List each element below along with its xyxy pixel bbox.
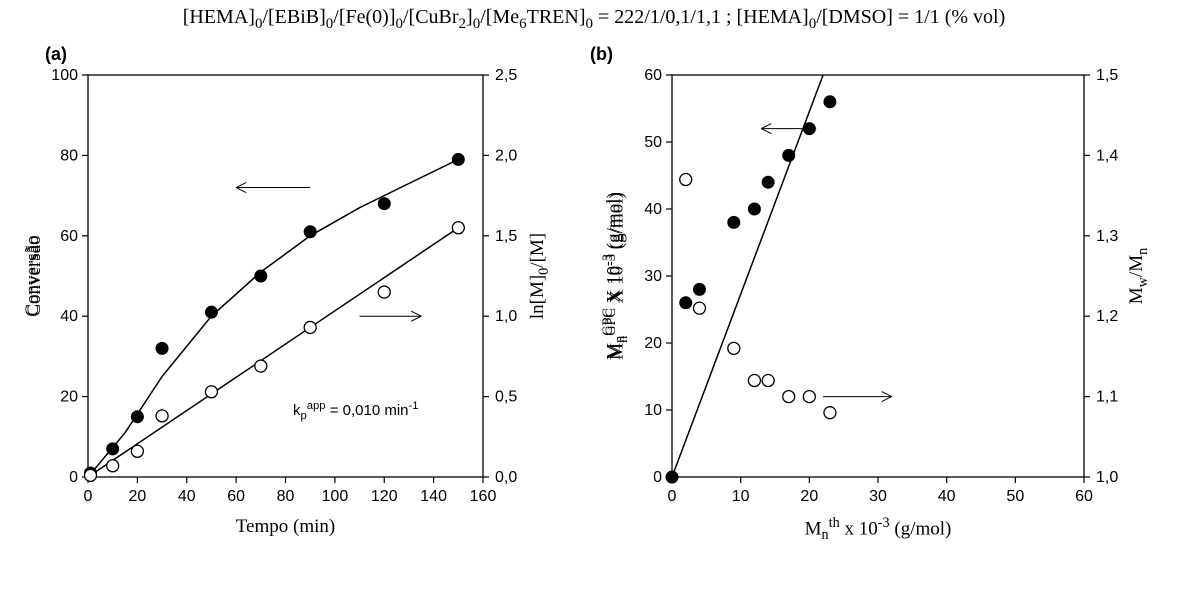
svg-text:20: 20 — [128, 488, 146, 505]
svg-text:140: 140 — [420, 488, 447, 505]
svg-text:60: 60 — [60, 228, 78, 245]
svg-text:40: 40 — [178, 488, 196, 505]
svg-text:20: 20 — [644, 335, 662, 352]
svg-text:20: 20 — [800, 488, 818, 505]
svg-text:50: 50 — [644, 134, 662, 151]
svg-text:2,0: 2,0 — [495, 147, 517, 164]
svg-text:0,5: 0,5 — [495, 389, 517, 406]
svg-text:1,5: 1,5 — [1096, 67, 1118, 84]
panel-b-chart: 010203040506001020304050601,01,11,21,31,… — [588, 0, 1188, 560]
svg-text:40: 40 — [60, 308, 78, 325]
svg-text:1,1: 1,1 — [1096, 389, 1118, 406]
svg-text:60: 60 — [644, 67, 662, 84]
svg-text:0: 0 — [69, 469, 78, 486]
svg-text:0: 0 — [653, 469, 662, 486]
panel-a-chart: 0 20 40 60 80 100 120 140 160 0 20 40 60 80 100 0,0 0,5 1… — [0, 0, 560, 560]
svg-text:1,0: 1,0 — [1096, 469, 1118, 486]
svg-text:1,5: 1,5 — [495, 228, 517, 245]
svg-text:100: 100 — [322, 488, 349, 505]
svg-text:60: 60 — [1075, 488, 1093, 505]
svg-text:1,0: 1,0 — [495, 308, 517, 325]
figure-page: [HEMA]0/[EBiB]0/[Fe(0)]0/[CuBr2]0/[Me6TR… — [0, 0, 1188, 606]
svg-text:160: 160 — [470, 488, 497, 505]
svg-text:0,0: 0,0 — [495, 469, 517, 486]
svg-text:80: 80 — [60, 147, 78, 164]
svg-text:Tempo (min): Tempo (min) — [236, 516, 335, 537]
svg-text:40: 40 — [938, 488, 956, 505]
svg-text:20: 20 — [60, 389, 78, 406]
svg-text:0: 0 — [668, 488, 677, 505]
svg-text:100: 100 — [51, 67, 78, 84]
svg-text:40: 40 — [644, 201, 662, 218]
svg-text:10: 10 — [644, 402, 662, 419]
svg-text:10: 10 — [732, 488, 750, 505]
svg-text:1,4: 1,4 — [1096, 147, 1118, 164]
svg-text:0: 0 — [84, 488, 93, 505]
svg-text:120: 120 — [371, 488, 398, 505]
svg-text:Conversão: Conversão — [22, 235, 43, 316]
svg-text:30: 30 — [644, 268, 662, 285]
svg-text:2,5: 2,5 — [495, 67, 517, 84]
svg-text:50: 50 — [1006, 488, 1024, 505]
svg-text:1,3: 1,3 — [1096, 228, 1118, 245]
svg-text:80: 80 — [277, 488, 295, 505]
svg-text:1,2: 1,2 — [1096, 308, 1118, 325]
svg-text:30: 30 — [869, 488, 887, 505]
svg-text:60: 60 — [227, 488, 245, 505]
